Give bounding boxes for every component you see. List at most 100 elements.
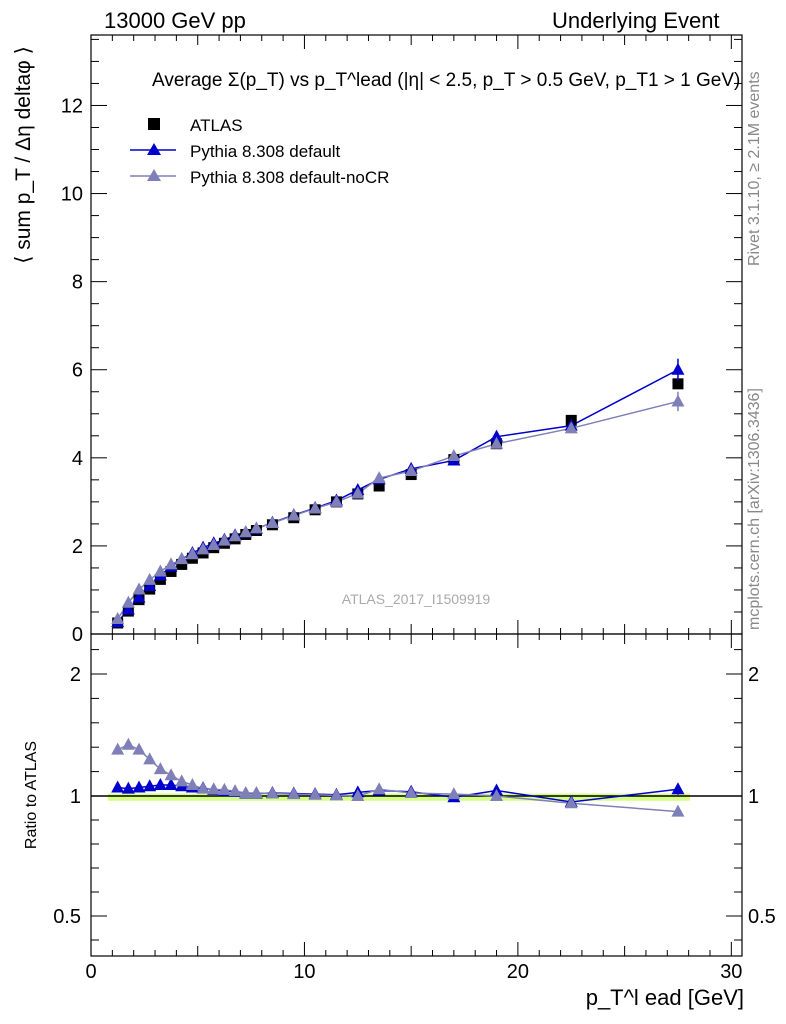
- data-point-2: [153, 564, 167, 577]
- ratio-point-0: [164, 778, 178, 791]
- data-point-2: [564, 421, 578, 434]
- y-tick-label: 4: [72, 448, 83, 470]
- ratio-point-1: [153, 762, 167, 775]
- ratio-point-1: [564, 796, 578, 809]
- ratio-y-axis-label: Ratio to ATLAS: [23, 741, 40, 849]
- ratio-point-1: [239, 785, 253, 798]
- ratio-point-1: [265, 786, 279, 799]
- ratio-y-tick-label-right: 2: [748, 664, 759, 686]
- data-point-2: [164, 557, 178, 570]
- main-plot-frame: [90, 34, 743, 635]
- header-right: Underlying Event: [552, 8, 720, 33]
- data-point-2: [121, 595, 135, 608]
- data-point-2: [175, 552, 189, 565]
- data-point-1: [143, 578, 157, 591]
- data-point-2: [185, 547, 199, 560]
- watermark: ATLAS_2017_I1509919: [342, 591, 491, 607]
- ratio-y-tick-label: 2: [70, 664, 81, 686]
- legend-label-2: Pythia 8.308 default-noCR: [190, 168, 389, 187]
- ratio-line-1: [117, 743, 679, 813]
- ratio-point-1: [372, 782, 386, 795]
- ratio-point-1: [287, 787, 301, 800]
- ratio-point-0: [671, 782, 685, 795]
- data-point-2: [132, 582, 146, 595]
- data-point-2: [228, 529, 242, 542]
- y-tick-label: 10: [61, 184, 83, 206]
- data-point-2: [308, 501, 322, 514]
- chart-title: Average Σ(p_T) vs p_T^lead (|η| < 2.5, p…: [152, 70, 740, 91]
- legend-marker-1: [147, 143, 161, 155]
- legend-marker-2: [147, 169, 161, 181]
- data-point-atlas: [373, 480, 385, 492]
- y-tick-label: 12: [61, 95, 83, 117]
- data-point-2: [329, 494, 343, 507]
- ratio-point-0: [143, 779, 157, 792]
- y-axis-label: ⟨ sum p_T / Δη deltaφ ⟩: [12, 46, 35, 264]
- ratio-point-1: [351, 789, 365, 801]
- ratio-point-1: [121, 737, 135, 750]
- data-point-1: [121, 602, 135, 615]
- y-tick-label: 8: [72, 272, 83, 294]
- x-tick-label: 10: [293, 961, 315, 983]
- data-point-2: [447, 449, 461, 462]
- data-point-2: [287, 508, 301, 521]
- ratio-point-1: [329, 788, 343, 801]
- data-point-atlas: [672, 378, 684, 390]
- x-tick-label: 30: [720, 961, 742, 983]
- data-point-2: [490, 436, 504, 449]
- ratio-point-1: [671, 804, 685, 817]
- data-point-2: [351, 486, 365, 499]
- ratio-point-1: [217, 782, 231, 795]
- ratio-point-0: [121, 781, 135, 794]
- header-left: 13000 GeV pp: [104, 8, 246, 33]
- data-point-2: [143, 572, 157, 585]
- x-tick-label: 0: [85, 961, 96, 983]
- ratio-point-1: [196, 781, 210, 794]
- ratio-y-tick-label-right: 0.5: [748, 906, 776, 928]
- ratio-uncertainty-band: [107, 793, 690, 801]
- ratio-point-1: [447, 787, 461, 800]
- ratio-point-1: [404, 785, 418, 798]
- y-tick-label: 2: [72, 536, 83, 558]
- series-line-2: [117, 400, 679, 620]
- data-point-2: [196, 542, 210, 555]
- x-tick-label: 20: [507, 961, 529, 983]
- ratio-point-0: [132, 780, 146, 793]
- y-tick-label: 6: [72, 360, 83, 382]
- legend-label-0: ATLAS: [190, 116, 243, 135]
- data-point-atlas: [176, 558, 188, 570]
- data-point-2: [404, 464, 418, 477]
- ratio-point-1: [249, 785, 263, 798]
- data-point-2: [217, 533, 231, 546]
- ratio-point-1: [308, 787, 322, 800]
- data-point-2: [671, 394, 685, 407]
- ratio-point-0: [111, 780, 125, 793]
- ratio-point-1: [132, 742, 146, 755]
- legend-marker-0: [148, 118, 160, 130]
- ratio-point-1: [111, 742, 125, 755]
- data-point-1: [671, 362, 685, 375]
- data-point-2: [249, 521, 263, 534]
- y-tick-label: 0: [72, 624, 83, 646]
- legend-label-1: Pythia 8.308 default: [190, 142, 341, 161]
- data-point-2: [265, 516, 279, 529]
- ratio-point-1: [490, 789, 504, 801]
- x-axis-label: p_T^l ead [GeV]: [586, 985, 744, 1010]
- ratio-y-tick-label-right: 1: [748, 786, 759, 808]
- ratio-point-1: [175, 774, 189, 787]
- ratio-point-1: [143, 752, 157, 765]
- ratio-y-tick-label: 0.5: [53, 906, 81, 928]
- ratio-point-1: [164, 768, 178, 781]
- ratio-plot-frame: [90, 633, 743, 957]
- ratio-point-1: [207, 782, 221, 795]
- data-point-2: [239, 525, 253, 538]
- data-point-2: [207, 538, 221, 551]
- data-point-2: [111, 612, 125, 625]
- ratio-point-1: [228, 784, 242, 797]
- data-point-2: [372, 471, 386, 484]
- series-line-1: [117, 369, 679, 623]
- ratio-point-0: [153, 778, 167, 791]
- data-point-1: [132, 590, 146, 603]
- data-point-1: [490, 429, 504, 442]
